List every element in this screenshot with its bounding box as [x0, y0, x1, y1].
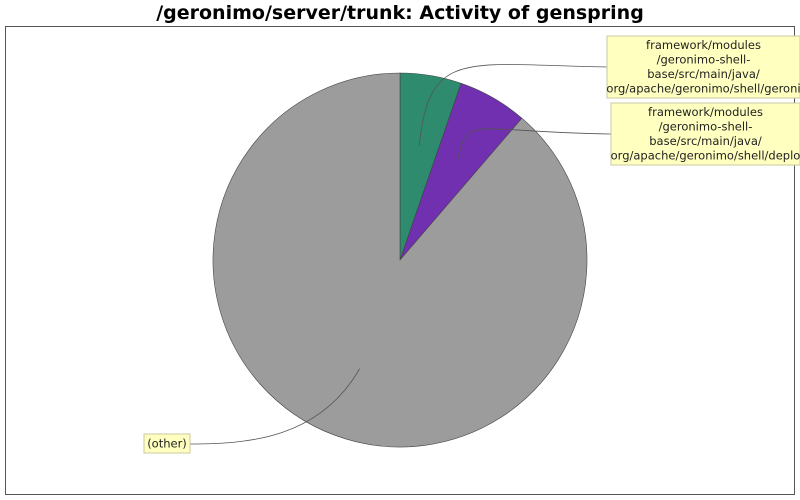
slice-label-line: org/apache/geronimo/shell/geroni	[606, 82, 800, 96]
leader-line-1	[418, 64, 608, 146]
slice-label-box-3	[143, 433, 191, 454]
slice-label-line: framework/modules	[648, 105, 763, 119]
pie-slices	[212, 72, 588, 448]
slice-label-2: framework/modules/geronimo-shell-base/sr…	[611, 105, 800, 163]
slice-label-1: framework/modules/geronimo-shell-base/sr…	[606, 38, 800, 96]
leader-lines	[189, 64, 612, 445]
leader-line-2	[457, 128, 612, 160]
slice-label-line: /geronimo-shell-	[659, 120, 753, 134]
slice-label-line: framework/modules	[646, 38, 761, 52]
slice-label-box-2	[610, 102, 800, 166]
slice-label-line: base/src/main/java/	[649, 134, 762, 148]
slice-label-3: (other)	[147, 436, 187, 450]
leader-line-3	[189, 368, 361, 445]
slice-label-box-1	[606, 35, 800, 99]
slice-label-line: org/apache/geronimo/shell/deplo	[611, 149, 800, 163]
slice-label-line: (other)	[147, 436, 187, 450]
pie-slice-3	[212, 72, 588, 448]
chart-title: /geronimo/server/trunk: Activity of gens…	[156, 2, 644, 24]
slice-label-line: /geronimo-shell-	[657, 53, 751, 67]
slice-label-line: base/src/main/java/	[647, 67, 760, 81]
slice-labels: framework/modules/geronimo-shell-base/sr…	[143, 35, 800, 454]
